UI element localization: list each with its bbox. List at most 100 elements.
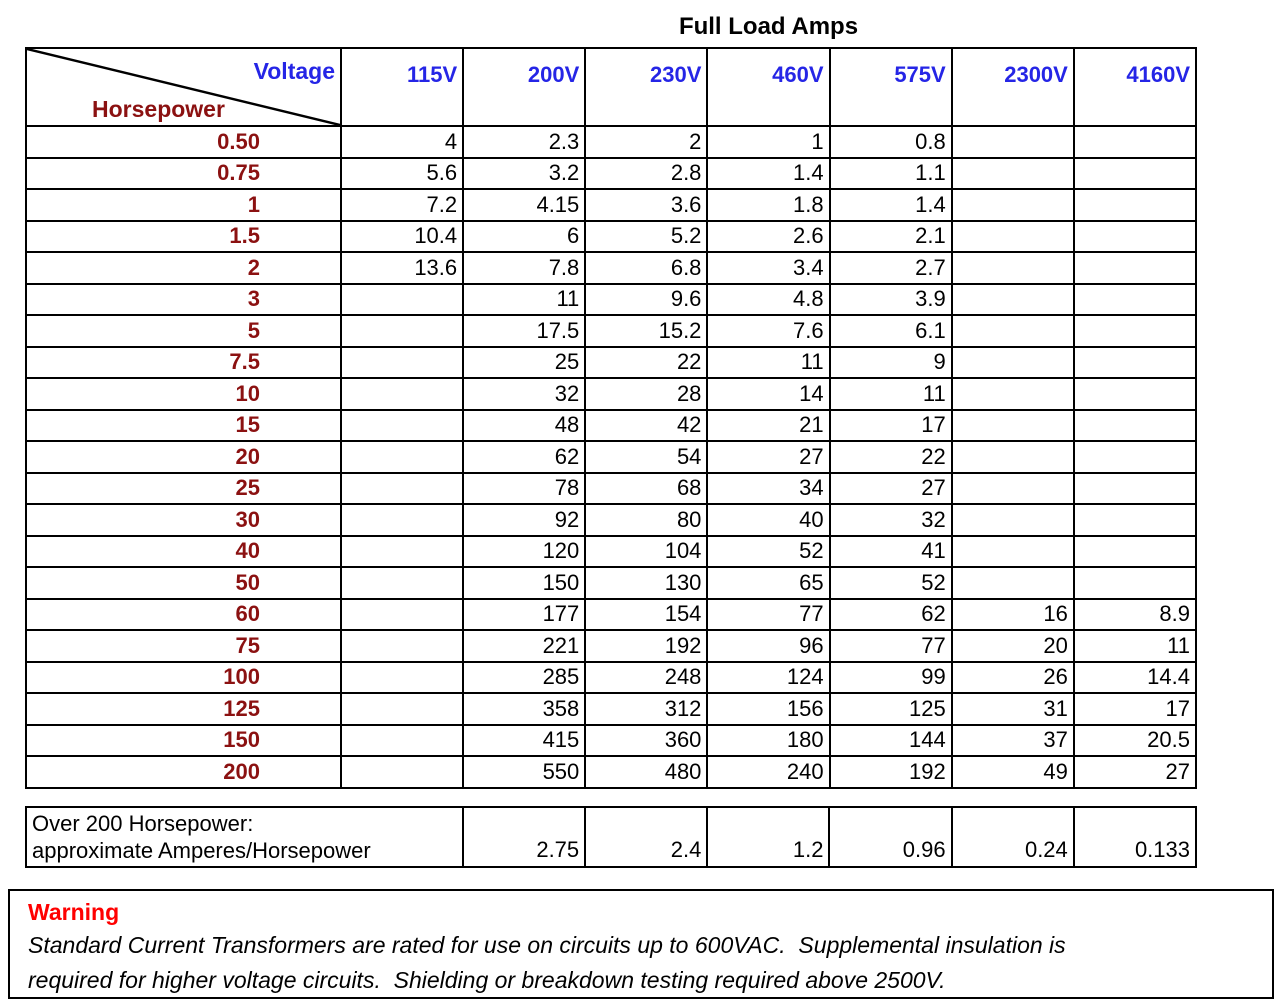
amps-cell (950, 503, 1075, 537)
amps-cell (950, 377, 1075, 411)
amps-cell: 6 (462, 219, 587, 253)
amps-cell: 415 (462, 723, 587, 757)
table-row: 1 7.2 4.15 3.6 1.8 1.4 (25, 188, 1198, 222)
table-row: 150 415 360 180 144 37 20.5 (25, 723, 1198, 757)
horsepower-cell: 200 (25, 755, 342, 789)
amps-cell: 1.4 (828, 188, 953, 222)
amps-cell: 2.1 (828, 219, 953, 253)
amps-cell: 37 (950, 723, 1075, 757)
amps-cell: 156 (706, 692, 831, 726)
amps-cell: 21 (706, 408, 831, 442)
over-200-value-cell: 2.4 (584, 806, 709, 868)
amps-cell: 7.2 (339, 188, 465, 222)
amps-cell (339, 660, 465, 694)
amps-cell: 17 (1072, 692, 1198, 726)
table-row: 40 120 104 52 41 (25, 534, 1198, 568)
amps-cell (1072, 219, 1198, 253)
amps-cell: 17.5 (462, 314, 587, 348)
amps-cell: 6.1 (828, 314, 953, 348)
amps-cell: 15.2 (584, 314, 709, 348)
amps-cell (339, 629, 465, 663)
amps-cell: 5.2 (584, 219, 709, 253)
amps-cell (950, 156, 1075, 190)
amps-cell: 9 (828, 345, 953, 379)
amps-cell: 6.8 (584, 251, 709, 285)
amps-cell: 358 (462, 692, 587, 726)
amps-cell: 32 (462, 377, 587, 411)
corner-voltage-label: Voltage (253, 58, 335, 84)
amps-cell: 4.15 (462, 188, 587, 222)
amps-cell: 3.2 (462, 156, 587, 190)
amps-cell: 144 (828, 723, 953, 757)
amps-cell: 104 (584, 534, 709, 568)
amps-cell (339, 282, 465, 316)
corner-horsepower-label: Horsepower (92, 96, 225, 122)
amps-cell (339, 314, 465, 348)
amps-cell: 177 (462, 597, 587, 631)
amps-cell: 4 (339, 125, 465, 159)
amps-cell: 20.5 (1072, 723, 1198, 757)
over-200-value-cell: 0.24 (950, 806, 1075, 868)
amps-cell: 5.6 (339, 156, 465, 190)
amps-cell (1072, 377, 1198, 411)
amps-cell: 96 (706, 629, 831, 663)
amps-cell (950, 125, 1075, 159)
amps-cell: 285 (462, 660, 587, 694)
amps-cell (950, 408, 1075, 442)
horsepower-cell: 75 (25, 629, 342, 663)
over-200-label-line1: Over 200 Horsepower: (32, 811, 254, 836)
horsepower-cell: 60 (25, 597, 342, 631)
page-title: Full Load Amps (678, 13, 859, 40)
amps-cell: 28 (584, 377, 709, 411)
amps-cell: 52 (706, 534, 831, 568)
amps-cell: 26 (950, 660, 1075, 694)
amps-cell (950, 345, 1075, 379)
amps-cell: 49 (950, 755, 1075, 789)
amps-cell: 2.8 (584, 156, 709, 190)
horsepower-cell: 15 (25, 408, 342, 442)
amps-cell (339, 345, 465, 379)
over-200-label-line2: approximate Amperes/Horsepower (32, 838, 371, 863)
amps-cell: 221 (462, 629, 587, 663)
amps-cell: 27 (706, 440, 831, 474)
amps-cell: 78 (462, 471, 587, 505)
amps-cell: 192 (828, 755, 953, 789)
amps-cell: 550 (462, 755, 587, 789)
amps-cell: 3.9 (828, 282, 953, 316)
amps-cell: 120 (462, 534, 587, 568)
amps-cell: 192 (584, 629, 709, 663)
amps-cell: 77 (706, 597, 831, 631)
over-200-label: Over 200 Horsepower: approximate Amperes… (25, 806, 464, 868)
horsepower-cell: 25 (25, 471, 342, 505)
table-row: 0.75 5.6 3.2 2.8 1.4 1.1 (25, 156, 1198, 190)
amps-cell: 150 (462, 566, 587, 600)
table-row: 75 221 192 96 77 20 11 (25, 629, 1198, 663)
amps-cell: 480 (584, 755, 709, 789)
voltage-header: 230V (584, 47, 709, 127)
amps-cell (339, 408, 465, 442)
horsepower-cell: 30 (25, 503, 342, 537)
amps-cell: 52 (828, 566, 953, 600)
horsepower-cell: 1 (25, 188, 342, 222)
full-load-amps-table: Voltage Horsepower 115V 200V 230V 460V 575V 2… (25, 47, 1198, 789)
table-row: 50 150 130 65 52 (25, 566, 1198, 600)
amps-cell (339, 566, 465, 600)
amps-cell: 1.1 (828, 156, 953, 190)
amps-cell (339, 755, 465, 789)
amps-cell: 25 (462, 345, 587, 379)
amps-cell: 4.8 (706, 282, 831, 316)
amps-cell: 8.9 (1072, 597, 1198, 631)
amps-cell: 80 (584, 503, 709, 537)
amps-cell (950, 188, 1075, 222)
amps-cell: 27 (828, 471, 953, 505)
table-row: 5 17.5 15.2 7.6 6.1 (25, 314, 1198, 348)
voltage-header: 460V (706, 47, 831, 127)
amps-cell: 62 (828, 597, 953, 631)
warning-box: Warning Standard Current Transformers ar… (8, 889, 1274, 999)
amps-cell (1072, 534, 1198, 568)
amps-cell: 68 (584, 471, 709, 505)
amps-cell: 20 (950, 629, 1075, 663)
table-row: 100 285 248 124 99 26 14.4 (25, 660, 1198, 694)
amps-cell: 11 (1072, 629, 1198, 663)
amps-cell: 13.6 (339, 251, 465, 285)
